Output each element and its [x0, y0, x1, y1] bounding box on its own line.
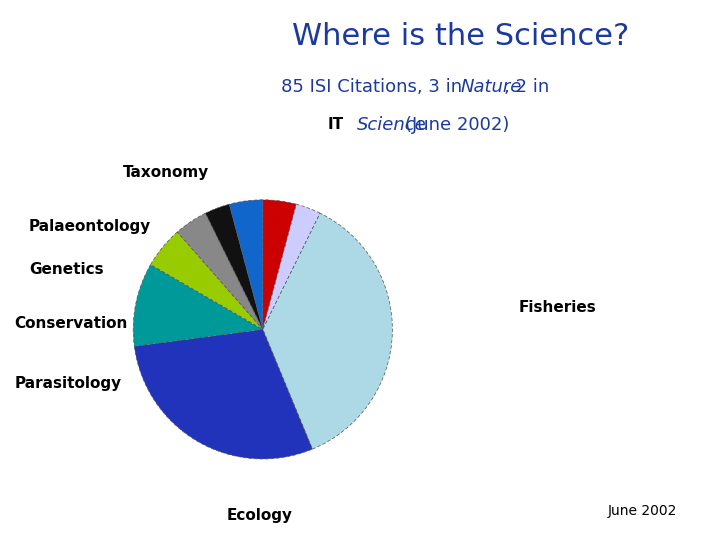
Text: (June 2002): (June 2002) [405, 116, 509, 134]
Text: Palaeontology: Palaeontology [29, 219, 151, 234]
Text: Fisheries: Fisheries [518, 300, 596, 315]
Wedge shape [263, 204, 320, 329]
Text: Genetics: Genetics [29, 262, 104, 278]
Wedge shape [263, 213, 392, 449]
Text: Ecology: Ecology [226, 508, 292, 523]
Text: June 2002: June 2002 [608, 504, 677, 518]
Wedge shape [229, 200, 263, 329]
Wedge shape [135, 329, 312, 459]
Wedge shape [150, 232, 263, 329]
Text: Nature: Nature [461, 78, 522, 96]
Wedge shape [205, 204, 263, 329]
Text: Parasitology: Parasitology [14, 376, 122, 391]
Text: IT: IT [328, 117, 343, 132]
Text: , 2 in: , 2 in [504, 78, 549, 96]
Text: Where is the Science?: Where is the Science? [292, 22, 629, 51]
Wedge shape [133, 265, 263, 346]
Wedge shape [177, 213, 263, 329]
Wedge shape [263, 200, 297, 329]
Text: Science: Science [356, 116, 426, 134]
Text: Taxonomy: Taxonomy [122, 165, 209, 180]
Text: Conservation: Conservation [14, 316, 127, 332]
Text: 85 ISI Citations, 3 in: 85 ISI Citations, 3 in [281, 78, 468, 96]
